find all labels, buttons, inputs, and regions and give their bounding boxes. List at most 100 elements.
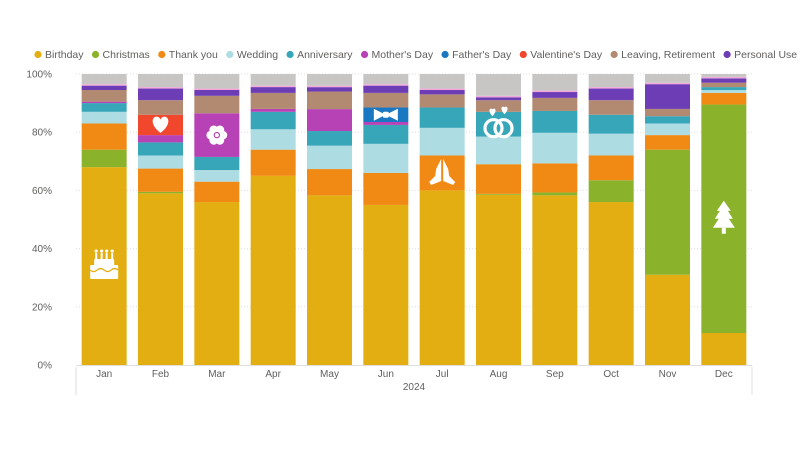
bar-segment-other[interactable] bbox=[250, 74, 296, 86]
bar-segment-mother-s-day[interactable] bbox=[138, 135, 183, 143]
bar-segment-wedding[interactable] bbox=[307, 145, 352, 170]
bar-segment-leaving-retirement[interactable] bbox=[419, 94, 465, 108]
bar-mar[interactable] bbox=[194, 74, 240, 365]
bar-segment-new-parents[interactable] bbox=[476, 95, 521, 98]
bar-segment-wedding[interactable] bbox=[645, 123, 690, 136]
bar-may[interactable] bbox=[307, 74, 352, 365]
bar-segment-leaving-retirement[interactable] bbox=[701, 82, 747, 88]
bar-segment-leaving-retirement[interactable] bbox=[476, 100, 521, 112]
bar-segment-anniversary[interactable] bbox=[701, 87, 747, 91]
bar-segment-thank-you[interactable] bbox=[363, 172, 409, 205]
bar-aug[interactable] bbox=[476, 74, 521, 365]
bar-segment-other[interactable] bbox=[81, 74, 127, 85]
bar-segment-other[interactable] bbox=[307, 74, 352, 86]
bar-segment-other[interactable] bbox=[701, 74, 747, 77]
legend-item-thank-you[interactable]: Thank you bbox=[158, 49, 218, 61]
bar-segment-christmas[interactable] bbox=[81, 149, 127, 168]
bar-feb[interactable] bbox=[138, 74, 183, 365]
bar-segment-personal-use[interactable] bbox=[476, 97, 521, 101]
bar-segment-leaving-retirement[interactable] bbox=[532, 97, 578, 111]
bar-segment-mother-s-day[interactable] bbox=[81, 101, 127, 104]
bar-segment-birthday[interactable] bbox=[307, 195, 352, 365]
legend-item-christmas[interactable]: Christmas bbox=[91, 49, 150, 61]
bar-segment-anniversary[interactable] bbox=[250, 111, 296, 130]
bar-segment-mother-s-day[interactable] bbox=[307, 109, 352, 132]
bar-segment-other[interactable] bbox=[532, 74, 578, 91]
bar-segment-birthday[interactable] bbox=[250, 175, 296, 365]
bar-segment-wedding[interactable] bbox=[250, 129, 296, 150]
bar-segment-wedding[interactable] bbox=[588, 133, 634, 156]
bar-segment-thank-you[interactable] bbox=[138, 168, 183, 192]
bar-segment-birthday[interactable] bbox=[194, 202, 240, 365]
bar-jan[interactable] bbox=[81, 74, 127, 365]
bar-segment-new-parents[interactable] bbox=[701, 76, 747, 79]
bar-segment-other[interactable] bbox=[194, 74, 240, 89]
bar-segment-mother-s-day[interactable] bbox=[250, 108, 296, 112]
bar-segment-personal-use[interactable] bbox=[588, 88, 634, 101]
bar-segment-thank-you[interactable] bbox=[194, 181, 240, 203]
bar-dec[interactable] bbox=[701, 74, 747, 365]
bar-segment-anniversary[interactable] bbox=[476, 111, 521, 137]
bar-segment-other[interactable] bbox=[363, 74, 409, 85]
bar-segment-new-parents[interactable] bbox=[81, 84, 127, 86]
bar-segment-birthday[interactable] bbox=[363, 204, 409, 365]
bar-segment-anniversary[interactable] bbox=[532, 110, 578, 133]
bar-segment-thank-you[interactable] bbox=[419, 155, 465, 191]
bar-segment-personal-use[interactable] bbox=[645, 84, 690, 109]
bar-segment-wedding[interactable] bbox=[419, 127, 465, 156]
bar-segment-new-parents[interactable] bbox=[588, 87, 634, 89]
bar-segment-christmas[interactable] bbox=[532, 192, 578, 196]
bar-segment-birthday[interactable] bbox=[588, 202, 634, 365]
bar-segment-wedding[interactable] bbox=[363, 143, 409, 173]
legend-item-father-s-day[interactable]: Father's Day bbox=[441, 49, 512, 61]
bar-segment-anniversary[interactable] bbox=[138, 142, 183, 156]
legend-item-wedding[interactable]: Wedding bbox=[226, 49, 278, 61]
bar-segment-mother-s-day[interactable] bbox=[363, 122, 409, 125]
legend-item-personal-use[interactable]: Personal Use bbox=[723, 49, 798, 61]
bar-segment-anniversary[interactable] bbox=[363, 124, 409, 144]
bar-jun[interactable] bbox=[363, 74, 409, 365]
bar-segment-birthday[interactable] bbox=[701, 332, 747, 365]
bar-segment-leaving-retirement[interactable] bbox=[81, 90, 127, 102]
bar-segment-new-parents[interactable] bbox=[307, 85, 352, 88]
bar-segment-personal-use[interactable] bbox=[701, 78, 747, 83]
bar-segment-new-parents[interactable] bbox=[194, 88, 240, 91]
bar-segment-new-parents[interactable] bbox=[363, 84, 409, 86]
bar-segment-personal-use[interactable] bbox=[419, 90, 465, 95]
bar-segment-anniversary[interactable] bbox=[307, 131, 352, 146]
bar-segment-personal-use[interactable] bbox=[194, 90, 240, 96]
bar-segment-birthday[interactable] bbox=[476, 194, 521, 365]
bar-segment-christmas[interactable] bbox=[588, 180, 634, 203]
bar-segment-anniversary[interactable] bbox=[419, 107, 465, 128]
bar-nov[interactable] bbox=[645, 74, 690, 365]
bar-segment-anniversary[interactable] bbox=[194, 156, 240, 171]
bar-segment-thank-you[interactable] bbox=[307, 169, 352, 196]
bar-segment-leaving-retirement[interactable] bbox=[645, 108, 690, 117]
bar-segment-personal-use[interactable] bbox=[81, 85, 127, 91]
bar-sep[interactable] bbox=[532, 74, 578, 365]
bar-segment-personal-use[interactable] bbox=[532, 92, 578, 98]
bar-segment-wedding[interactable] bbox=[701, 90, 747, 93]
bar-segment-birthday[interactable] bbox=[138, 193, 183, 365]
bar-segment-wedding[interactable] bbox=[476, 136, 521, 165]
bar-segment-wedding[interactable] bbox=[81, 111, 127, 124]
bar-segment-leaving-retirement[interactable] bbox=[363, 92, 409, 108]
bar-segment-other[interactable] bbox=[588, 74, 634, 88]
bar-segment-personal-use[interactable] bbox=[363, 85, 409, 93]
bar-segment-leaving-retirement[interactable] bbox=[250, 92, 296, 109]
bar-segment-thank-you[interactable] bbox=[701, 92, 747, 105]
bar-segment-personal-use[interactable] bbox=[307, 87, 352, 92]
bar-segment-anniversary[interactable] bbox=[645, 116, 690, 124]
bar-segment-new-parents[interactable] bbox=[138, 87, 183, 89]
bar-segment-anniversary[interactable] bbox=[588, 114, 634, 134]
legend-item-mother-s-day[interactable]: Mother's Day bbox=[360, 49, 434, 61]
legend-item-anniversary[interactable]: Anniversary bbox=[286, 49, 353, 61]
bar-apr[interactable] bbox=[250, 74, 296, 365]
bar-segment-new-parents[interactable] bbox=[419, 88, 465, 91]
legend-item-birthday[interactable]: Birthday bbox=[34, 49, 84, 61]
bar-segment-anniversary[interactable] bbox=[81, 103, 127, 112]
bar-segment-wedding[interactable] bbox=[138, 155, 183, 169]
bar-segment-birthday[interactable] bbox=[419, 190, 465, 365]
bar-segment-other[interactable] bbox=[138, 74, 183, 88]
bar-jul[interactable] bbox=[419, 74, 465, 365]
